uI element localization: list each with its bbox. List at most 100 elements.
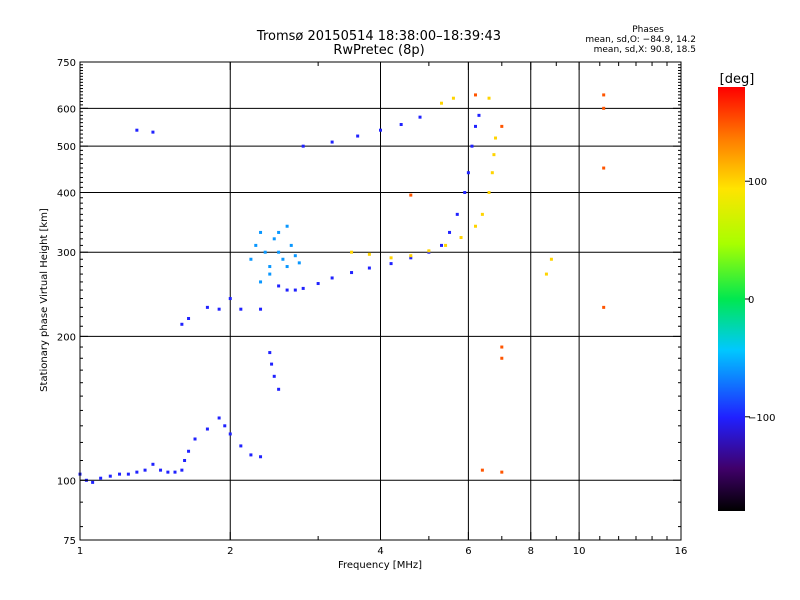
data-point bbox=[367, 252, 371, 256]
data-point bbox=[217, 416, 221, 420]
data-point bbox=[480, 468, 484, 472]
data-point bbox=[285, 288, 289, 292]
data-point bbox=[440, 243, 444, 247]
data-point bbox=[259, 455, 263, 459]
data-point bbox=[409, 193, 413, 197]
x-axis-label: Frequency [MHz] bbox=[338, 560, 422, 571]
data-point bbox=[316, 282, 320, 286]
data-point bbox=[166, 470, 170, 474]
data-point bbox=[108, 474, 112, 478]
data-point bbox=[602, 305, 606, 309]
data-point bbox=[268, 351, 272, 355]
data-point bbox=[259, 230, 263, 234]
data-point bbox=[473, 93, 477, 97]
data-point bbox=[151, 462, 155, 466]
data-point bbox=[180, 468, 184, 472]
data-point bbox=[173, 470, 177, 474]
data-point bbox=[187, 316, 191, 320]
data-point bbox=[494, 136, 498, 140]
y-tick-label: 500 bbox=[57, 142, 76, 153]
data-point bbox=[389, 256, 393, 260]
data-point bbox=[205, 305, 209, 309]
data-point bbox=[135, 470, 139, 474]
data-point bbox=[297, 261, 301, 265]
data-point bbox=[187, 449, 191, 453]
data-point bbox=[285, 224, 289, 228]
data-point bbox=[270, 362, 274, 366]
colorbar-tick-label: −100 bbox=[748, 413, 775, 424]
data-point bbox=[480, 212, 484, 216]
x-tick-label: 2 bbox=[227, 546, 233, 557]
y-tick-label: 750 bbox=[57, 58, 76, 69]
data-point bbox=[602, 106, 606, 110]
data-point bbox=[272, 374, 276, 378]
data-point bbox=[228, 432, 232, 436]
data-point bbox=[356, 134, 360, 138]
data-point bbox=[249, 453, 253, 457]
colorbar-tick-label: 100 bbox=[748, 177, 767, 188]
data-point bbox=[409, 256, 413, 260]
data-point bbox=[455, 212, 459, 216]
data-point bbox=[490, 171, 494, 175]
data-point bbox=[217, 307, 221, 311]
data-point bbox=[350, 250, 354, 254]
data-point bbox=[487, 96, 491, 100]
data-point bbox=[463, 190, 467, 194]
data-point bbox=[259, 307, 263, 311]
data-point bbox=[470, 144, 474, 148]
data-point bbox=[228, 297, 232, 301]
data-point bbox=[126, 472, 130, 476]
plot-area: 1 2 4 6 8 10 16 75 100 200 300 400 500 600 750 bbox=[57, 58, 687, 557]
data-point bbox=[473, 224, 477, 228]
data-point bbox=[427, 249, 431, 253]
data-point bbox=[193, 437, 197, 441]
data-point bbox=[399, 123, 403, 127]
data-point bbox=[268, 272, 272, 276]
data-point bbox=[602, 93, 606, 97]
data-point bbox=[500, 356, 504, 360]
data-point bbox=[459, 236, 463, 240]
data-point bbox=[277, 250, 281, 254]
data-point bbox=[272, 237, 276, 241]
data-point bbox=[205, 427, 209, 431]
data-point bbox=[500, 124, 504, 128]
data-point bbox=[293, 254, 297, 258]
chart-subtitle: RwPretec (8p) bbox=[333, 43, 424, 58]
data-point bbox=[444, 243, 448, 247]
data-point bbox=[159, 468, 163, 472]
data-point bbox=[500, 345, 504, 349]
axis-ticks: 1 2 4 6 8 10 16 75 100 200 300 400 500 600 750 bbox=[57, 58, 687, 557]
x-tick-label: 8 bbox=[528, 546, 534, 557]
grid bbox=[80, 62, 681, 540]
data-point bbox=[277, 387, 281, 391]
data-point bbox=[301, 286, 305, 290]
data-point bbox=[500, 470, 504, 474]
data-point bbox=[151, 130, 155, 134]
colorbar-ticks: 100 0 −100 bbox=[745, 177, 775, 424]
data-point bbox=[180, 322, 184, 326]
data-point bbox=[473, 124, 477, 128]
data-point bbox=[249, 257, 253, 261]
data-point bbox=[143, 468, 147, 472]
y-tick-label: 300 bbox=[57, 248, 76, 259]
y-axis-label: Stationary phase Virtual Height [km] bbox=[39, 208, 50, 392]
data-point bbox=[263, 250, 267, 254]
data-point bbox=[492, 153, 496, 157]
x-tick-label: 1 bbox=[77, 546, 83, 557]
data-point bbox=[466, 171, 470, 175]
data-point bbox=[487, 190, 491, 194]
data-point bbox=[268, 265, 272, 269]
data-point bbox=[389, 262, 393, 266]
data-point bbox=[135, 128, 139, 132]
data-point bbox=[330, 140, 334, 144]
data-point bbox=[379, 128, 382, 132]
x-tick-label: 16 bbox=[675, 546, 688, 557]
x-tick-label: 4 bbox=[377, 546, 383, 557]
data-point bbox=[477, 113, 481, 117]
data-point bbox=[451, 96, 455, 100]
data-point bbox=[367, 266, 371, 270]
colorbar-tick-label: 0 bbox=[748, 295, 754, 306]
data-point bbox=[91, 480, 95, 484]
data-point bbox=[277, 230, 281, 234]
